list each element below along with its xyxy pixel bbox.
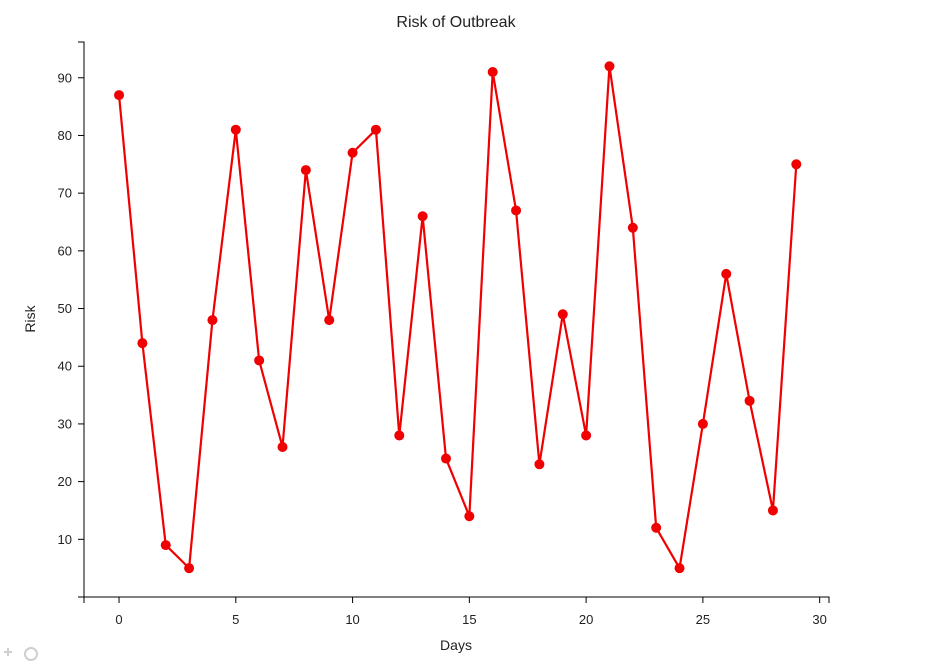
data-point[interactable] bbox=[487, 67, 498, 77]
data-point[interactable] bbox=[114, 90, 125, 101]
y-tick-label: 70 bbox=[58, 186, 72, 201]
data-point[interactable] bbox=[254, 355, 265, 366]
data-point[interactable] bbox=[604, 61, 615, 72]
y-tick-label: 30 bbox=[58, 416, 72, 431]
data-point[interactable] bbox=[557, 309, 568, 320]
data-point[interactable] bbox=[744, 395, 755, 406]
series-line bbox=[117, 65, 798, 570]
data-point[interactable] bbox=[184, 563, 195, 574]
x-tick-label: 10 bbox=[345, 612, 359, 627]
data-point[interactable] bbox=[791, 159, 802, 170]
y-tick-label: 40 bbox=[58, 359, 72, 374]
drag-handle-icon[interactable] bbox=[0, 640, 44, 663]
data-point[interactable] bbox=[230, 124, 241, 135]
x-axis: 0 5 10 15 20 25 30 bbox=[83, 596, 830, 627]
data-point[interactable] bbox=[721, 268, 732, 279]
y-tick-label: 80 bbox=[58, 128, 72, 143]
data-point[interactable] bbox=[324, 315, 335, 326]
x-tick-label: 5 bbox=[232, 612, 239, 627]
y-tick-label: 50 bbox=[58, 301, 72, 316]
data-point[interactable] bbox=[370, 124, 381, 135]
data-point[interactable] bbox=[277, 442, 288, 452]
data-point[interactable] bbox=[394, 430, 405, 441]
series-layer bbox=[114, 61, 802, 574]
data-point[interactable] bbox=[417, 211, 428, 222]
y-tick-label: 60 bbox=[58, 243, 72, 258]
data-point[interactable] bbox=[511, 205, 522, 216]
y-tick-label: 10 bbox=[58, 532, 72, 547]
x-axis-label: Days bbox=[440, 637, 472, 653]
y-axis: 10 20 30 40 50 60 70 80 90 bbox=[58, 41, 85, 598]
x-tick-label: 25 bbox=[696, 612, 710, 627]
data-point[interactable] bbox=[674, 563, 685, 574]
y-tick-label: 90 bbox=[58, 70, 72, 85]
y-tick-label: 20 bbox=[58, 474, 72, 489]
x-tick-label: 15 bbox=[462, 612, 476, 627]
data-point[interactable] bbox=[627, 222, 638, 233]
data-point[interactable] bbox=[137, 338, 148, 349]
data-point[interactable] bbox=[697, 418, 708, 429]
y-axis-line bbox=[78, 41, 85, 598]
y-axis-label: Risk bbox=[22, 304, 38, 332]
data-point[interactable] bbox=[347, 147, 358, 158]
data-point[interactable] bbox=[300, 165, 311, 176]
data-point[interactable] bbox=[534, 459, 545, 470]
x-tick-label: 30 bbox=[812, 612, 826, 627]
data-point[interactable] bbox=[160, 540, 171, 551]
data-point[interactable] bbox=[464, 511, 475, 522]
x-axis-line bbox=[83, 596, 830, 603]
chart-title: Risk of Outbreak bbox=[396, 14, 516, 31]
x-tick-label: 0 bbox=[115, 612, 122, 627]
data-point[interactable] bbox=[767, 505, 778, 516]
data-point[interactable] bbox=[207, 315, 218, 326]
data-point[interactable] bbox=[440, 453, 451, 464]
data-point[interactable] bbox=[651, 522, 662, 533]
x-tick-label: 20 bbox=[579, 612, 593, 627]
data-point[interactable] bbox=[581, 430, 592, 441]
